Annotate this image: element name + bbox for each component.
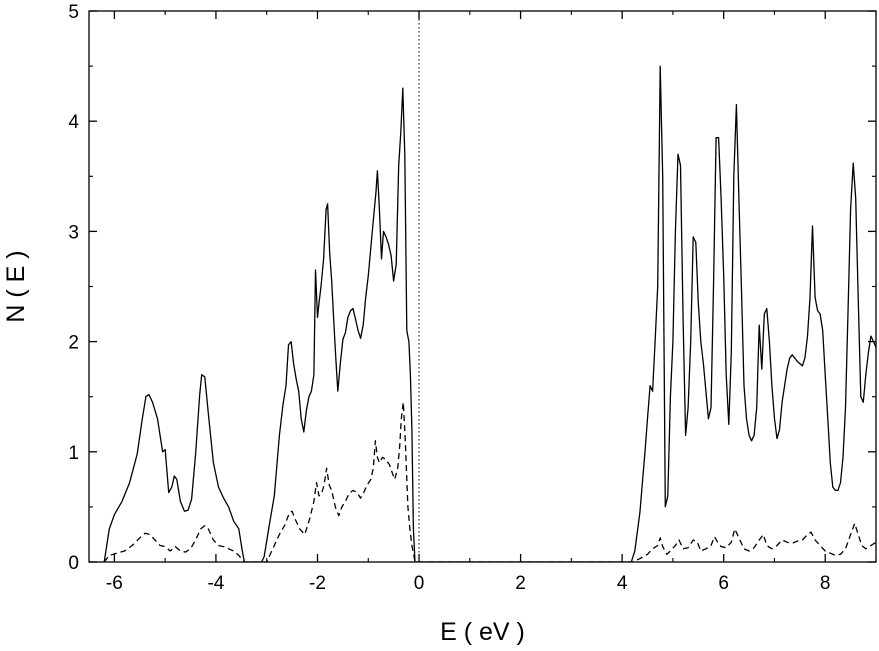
series-line-dashed [103,401,876,562]
x-tick-label: 2 [515,573,526,594]
y-tick-label: 1 [68,443,79,464]
x-tick-label: -6 [106,573,123,594]
y-tick-label: 2 [68,333,79,354]
plot-frame [88,10,877,563]
x-tick-label: -2 [309,573,326,594]
x-tick-label: 0 [414,573,425,594]
x-tick-label: 6 [718,573,729,594]
series-line-solid [103,65,876,562]
y-axis: 0 1 2 3 4 5 [68,2,876,574]
x-tick-label: -4 [207,573,224,594]
y-tick-label: 0 [68,553,79,574]
x-axis-title: E ( eV ) [440,618,525,646]
y-tick-label: 4 [68,112,79,133]
y-tick-label: 5 [68,2,79,23]
x-tick-label: 8 [820,573,831,594]
y-axis-title: N ( E ) [2,250,30,322]
series-layer [103,65,876,562]
x-tick-label: 4 [617,573,628,594]
y-tick-label: 3 [68,222,79,243]
x-axis: -6 -4 -2 0 2 4 6 8 [106,11,877,594]
